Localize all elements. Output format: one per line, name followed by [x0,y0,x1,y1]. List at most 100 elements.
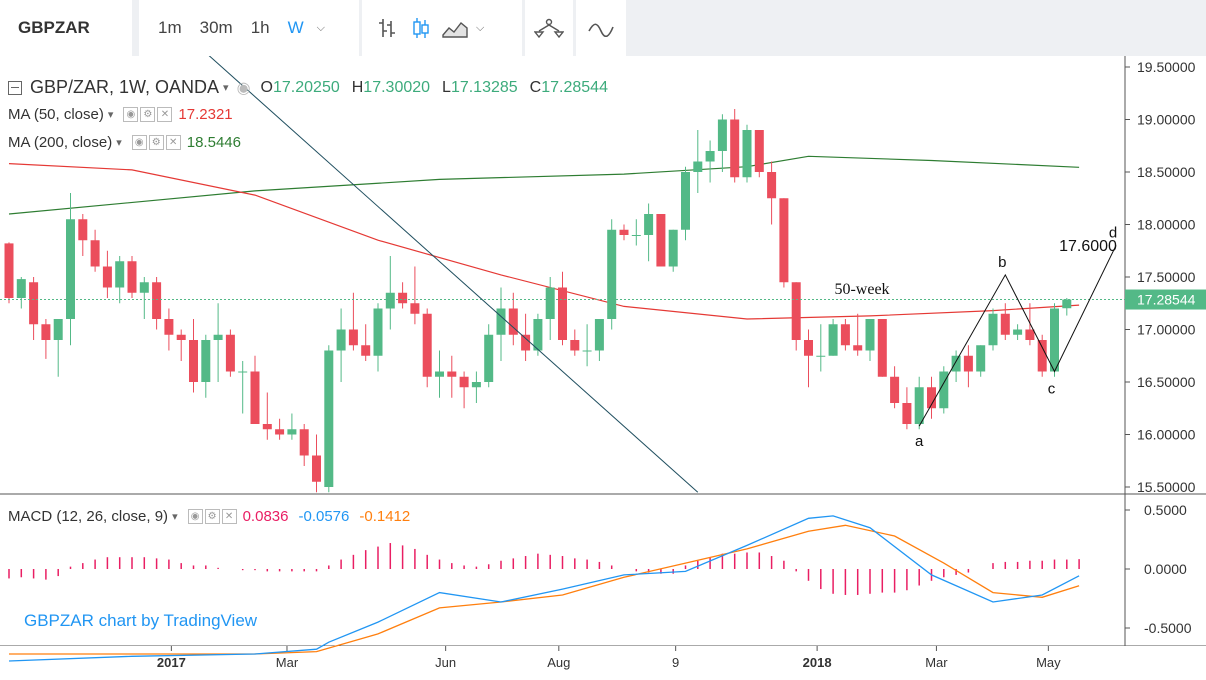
macd-legend: MACD (12, 26, close, 9) ▾ ◉ ⚙ ✕ 0.0836 -0.… [8,508,410,525]
collapse-legend-icon[interactable] [8,80,22,95]
candle-body [361,345,371,356]
close-icon[interactable]: ✕ [165,135,181,150]
candle-body [1037,340,1047,372]
chart-area[interactable]: 19.50000 19.00000 18.50000 18.00000 17.50000… [0,19,1206,680]
candle-body [508,308,518,335]
candle-body [459,376,469,388]
macd-controls: ◉ ⚙ ✕ [187,509,237,524]
macd-line [8,515,1080,662]
interval-30m[interactable]: 30m [199,18,233,37]
candle-body [139,282,149,293]
candle-body [1000,313,1010,335]
candle-body [927,387,936,409]
x-tick-label: Mar [276,655,299,670]
candle-body [1013,329,1023,335]
tradingview-watermark[interactable]: GBPZAR chart by TradingView [24,611,258,630]
candle-body [570,340,580,351]
candle-body [951,355,961,372]
candle-body [939,371,949,409]
candle-body [213,334,223,340]
chevron-down-icon[interactable]: ▾ [116,137,122,149]
candle-body [115,261,125,288]
candle-body [385,292,395,309]
candle-body [644,214,654,235]
close-icon[interactable]: ✕ [157,107,173,122]
pattern-label-c: c [1048,381,1056,398]
y-tick-label: 17.50000 [1137,269,1196,285]
y-tick-label: 16.50000 [1137,374,1196,390]
candle-body [582,350,592,352]
low-label: L [442,78,451,96]
interval-group: 1m 30m 1h W ⌵ [139,0,359,56]
macd-label: MACD (12, 26, close, 9) [8,508,169,525]
candle-body [299,429,309,456]
open-label: O [260,78,273,96]
candle-body [816,355,826,357]
candle-body [730,119,740,178]
candle-body [840,324,850,346]
price-chart-svg[interactable]: 19.50000 19.00000 18.50000 18.00000 17.50000… [0,19,1206,675]
candle-body [963,355,973,372]
candle-body [238,371,248,373]
eye-icon[interactable]: ◉ [123,107,139,122]
y-tick-label: 18.50000 [1137,164,1196,180]
macd-tick-label: 0.5000 [1144,502,1187,518]
high-value: 17.30020 [363,78,431,96]
time-axis-background [0,646,1206,675]
symbol-search[interactable]: GBPZAR [0,0,132,56]
y-tick-label: 18.00000 [1137,217,1196,233]
candle-body [324,350,334,487]
candle-body [853,345,863,351]
compare-button[interactable] [576,0,626,56]
chevron-down-icon[interactable]: ⌵ [316,21,326,34]
chevron-down-icon[interactable]: ▾ [172,511,178,523]
close-icon[interactable]: ✕ [221,509,237,524]
eye-icon[interactable]: ◉ [236,79,251,97]
gear-icon[interactable]: ⚙ [140,107,156,122]
macd-tick-label: 0.0000 [1144,561,1187,577]
candle-body [902,403,912,424]
candle-body [976,345,986,372]
candle-body [176,334,186,340]
candle-body [189,340,198,382]
last-price-label: 17.28544 [1137,292,1196,308]
candle-body [4,243,14,298]
candle-body [779,198,789,283]
candle-style-icon[interactable] [404,8,438,48]
candle-body [804,340,813,356]
x-tick-label: Jun [435,655,456,670]
y-tick-label: 17.00000 [1137,322,1196,338]
chevron-down-icon[interactable]: ⌵ [476,21,485,34]
candle-body [914,387,924,424]
bar-style-icon[interactable] [370,8,404,48]
y-tick-label: 19.00000 [1137,112,1196,128]
candle-body [447,371,457,377]
indicators-icon [532,8,566,48]
pattern-label-d: d [1109,225,1117,242]
interval-w[interactable]: W [287,18,304,37]
candle-body [1025,329,1035,340]
chevron-down-icon[interactable]: ▾ [107,109,114,121]
ma50-annotation: 50-week [834,281,889,298]
candle-body [742,130,752,178]
gear-icon[interactable]: ⚙ [148,135,164,150]
candle-body [66,219,75,319]
macd-signal-line [9,524,1080,655]
eye-icon[interactable]: ◉ [187,509,203,524]
candle-body [545,287,555,319]
candle-body [865,319,875,351]
gear-icon[interactable]: ⚙ [204,509,220,524]
interval-1h[interactable]: 1h [250,18,270,37]
area-style-icon[interactable] [438,8,472,48]
chevron-down-icon[interactable]: ▾ [223,82,229,94]
indicators-button[interactable] [525,0,573,56]
candle-body [607,229,617,319]
ma50-value: 17.2321 [178,106,233,123]
candle-body [828,324,838,356]
interval-1m[interactable]: 1m [158,18,182,37]
eye-icon[interactable]: ◉ [131,135,147,150]
candle-body [767,172,777,199]
candle-body [225,334,235,372]
chart-style-group: ⌵ [362,0,522,56]
candle-body [152,282,162,319]
